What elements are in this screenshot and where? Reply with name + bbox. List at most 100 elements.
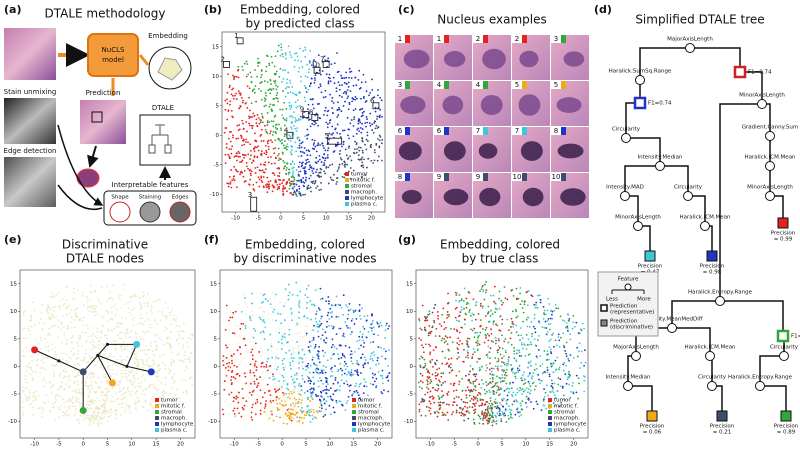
embedding-point — [39, 407, 41, 409]
embedding-point — [348, 170, 350, 172]
embedding-point — [339, 153, 341, 155]
embedding-point — [225, 329, 227, 331]
embedding-point — [272, 291, 274, 293]
embedding-point — [165, 392, 167, 394]
embedding-point — [232, 317, 234, 319]
embedding-point — [94, 336, 96, 338]
embedding-point — [331, 97, 333, 99]
embedding-point — [227, 154, 229, 156]
embedding-point — [451, 413, 453, 415]
embedding-point — [426, 379, 428, 381]
embedding-point — [263, 311, 265, 313]
embedding-point — [50, 387, 52, 389]
embedding-point — [140, 350, 142, 352]
embedding-point — [348, 86, 350, 88]
embedding-point — [43, 409, 45, 411]
embedding-point — [83, 317, 85, 319]
embedding-point — [370, 355, 372, 357]
embedding-point — [260, 164, 262, 166]
embedding-point — [323, 339, 325, 341]
embedding-point — [257, 114, 259, 116]
feature-node — [780, 352, 789, 361]
embedding-point — [356, 148, 358, 150]
embedding-point — [287, 299, 289, 301]
embedding-point — [371, 123, 373, 125]
embedding-point — [62, 304, 64, 306]
embedding-point — [128, 374, 130, 376]
embedding-point — [144, 332, 146, 334]
embedding-point — [109, 401, 111, 403]
embedding-point — [516, 353, 518, 355]
tag-label: 7 — [476, 127, 480, 135]
embedding-point — [324, 159, 326, 161]
embedding-point — [282, 368, 284, 370]
embedding-point — [52, 314, 54, 316]
embedding-point — [528, 381, 530, 383]
embedding-point — [243, 157, 245, 159]
embedding-point — [291, 57, 293, 59]
embedding-point — [498, 345, 500, 347]
embedding-point — [255, 172, 257, 174]
embedding-point — [245, 154, 247, 156]
embedding-point — [534, 314, 536, 316]
embedding-point — [464, 288, 466, 290]
embedding-point — [297, 402, 299, 404]
x-tick-label: 0 — [280, 442, 284, 448]
embedding-point — [249, 410, 251, 412]
embedding-point — [347, 400, 349, 402]
embedding-point — [292, 412, 294, 414]
embedding-point — [488, 321, 490, 323]
embedding-point — [314, 82, 316, 84]
embedding-point — [435, 378, 437, 380]
embedding-point — [291, 313, 293, 315]
embedding-point — [266, 408, 268, 410]
embedding-point — [470, 328, 472, 330]
feature-label: Intensity.MAD — [606, 185, 644, 191]
embedding-point — [312, 409, 314, 411]
embedding-point — [297, 99, 299, 101]
embedding-point — [99, 421, 101, 423]
embedding-point — [273, 391, 275, 393]
embedding-point — [282, 194, 284, 196]
embedding-point — [45, 381, 47, 383]
embedding-point — [267, 369, 269, 371]
embedding-point — [289, 315, 291, 317]
embedding-point — [445, 327, 447, 329]
embedding-point — [271, 56, 273, 58]
embedding-point — [343, 177, 345, 179]
feature-type: Shape — [111, 195, 129, 201]
embedding-point — [287, 361, 289, 363]
embedding-point — [224, 401, 226, 403]
embedding-point — [32, 414, 34, 416]
embedding-point — [229, 157, 231, 159]
embedding-point — [458, 344, 460, 346]
embedding-point — [288, 408, 290, 410]
embedding-point — [286, 399, 288, 401]
embedding-point — [433, 402, 435, 404]
embedding-point — [257, 58, 259, 60]
embedding-point — [436, 369, 438, 371]
embedding-point — [296, 341, 298, 343]
embedding-point — [497, 352, 499, 354]
tag-label: 7 — [515, 127, 519, 135]
embedding-point — [293, 391, 295, 393]
embedding-point — [313, 337, 315, 339]
embedding-point — [89, 310, 91, 312]
embedding-point — [128, 406, 130, 408]
embedding-point — [270, 350, 272, 352]
embedding-point — [356, 390, 358, 392]
embedding-point — [345, 91, 347, 93]
embedding-point — [354, 323, 356, 325]
embedding-point — [344, 357, 346, 359]
embedding-point — [281, 414, 283, 416]
embedding-point — [468, 412, 470, 414]
nucleus — [481, 95, 503, 115]
embedding-point — [331, 100, 333, 102]
embedding-point — [29, 363, 31, 365]
embedding-point — [50, 309, 52, 311]
embedding-point — [487, 407, 489, 409]
embedding-point — [352, 393, 354, 395]
embedding-point — [253, 337, 255, 339]
embedding-point — [373, 327, 375, 329]
embedding-point — [310, 191, 312, 193]
